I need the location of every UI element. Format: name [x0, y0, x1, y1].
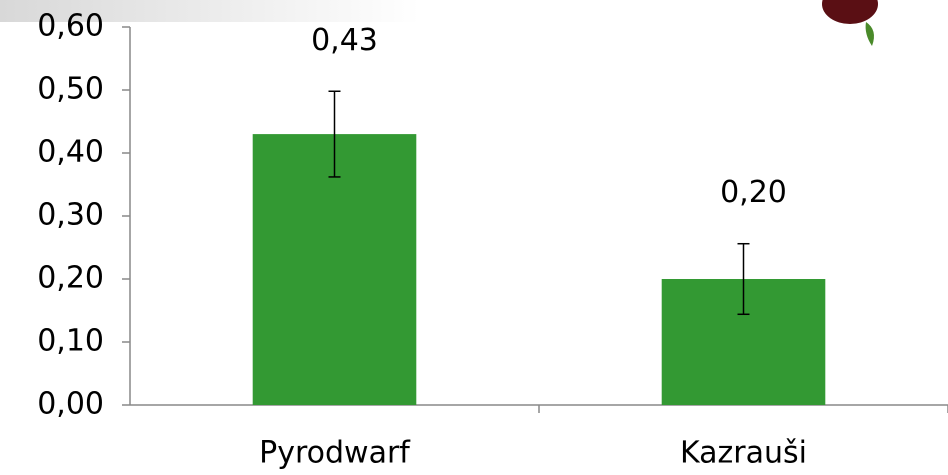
value-label: 0,43: [311, 23, 378, 58]
y-tick-label: 0,50: [37, 72, 104, 107]
x-tick-label: Pyrodwarf: [259, 436, 411, 471]
header-decoration: [0, 0, 420, 22]
value-label: 0,20: [720, 175, 787, 210]
y-tick-label: 0,10: [37, 324, 104, 359]
y-tick-label: 0,40: [37, 135, 104, 170]
cherry-icon: [822, 0, 878, 46]
y-tick-label: 0,60: [37, 9, 104, 44]
bar: [252, 134, 417, 405]
y-tick-label: 0,30: [37, 198, 104, 233]
x-tick-label: Kazrauši: [680, 436, 807, 471]
y-tick-label: 0,00: [37, 387, 104, 422]
y-tick-label: 0,20: [37, 261, 104, 296]
